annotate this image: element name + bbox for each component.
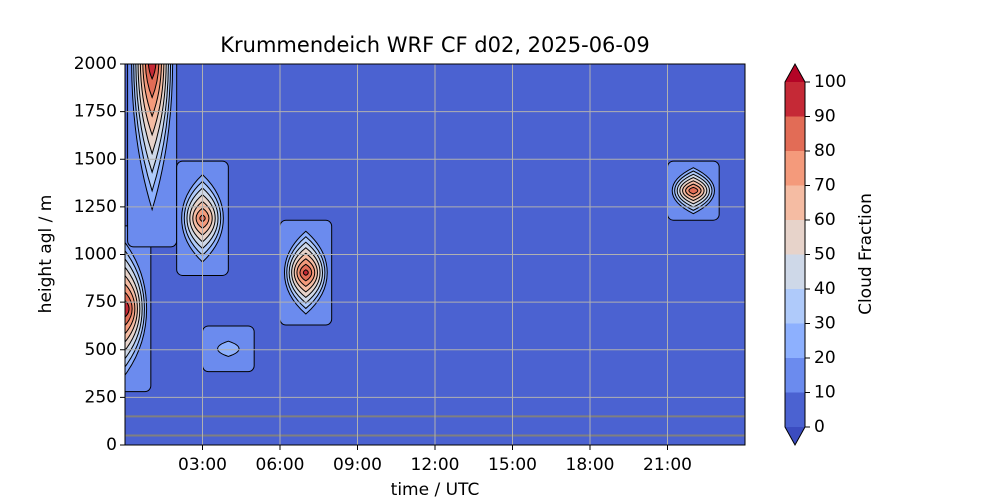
colorbar-band bbox=[785, 358, 805, 393]
colorbar-band bbox=[785, 151, 805, 186]
y-tick-label: 1500 bbox=[74, 149, 117, 169]
colorbar-band bbox=[785, 392, 805, 427]
contour-band bbox=[147, 64, 157, 81]
plot-area bbox=[125, 64, 745, 445]
colorbar-tick-label: 70 bbox=[814, 176, 836, 196]
colorbar-band bbox=[785, 185, 805, 220]
y-axis-label: height agl / m bbox=[36, 195, 56, 314]
y-tick-label: 500 bbox=[85, 340, 117, 360]
colorbar-band bbox=[785, 254, 805, 289]
y-tick-label: 2000 bbox=[74, 54, 117, 74]
contour-band bbox=[688, 186, 699, 195]
colorbar-tick-label: 20 bbox=[814, 348, 836, 368]
colorbar-band bbox=[785, 116, 805, 151]
contour-band bbox=[302, 269, 309, 276]
x-tick-label: 18:00 bbox=[566, 455, 615, 475]
colorbar-tick-label: 40 bbox=[814, 279, 836, 299]
y-tick-label: 1750 bbox=[74, 102, 117, 122]
colorbar-band bbox=[785, 323, 805, 358]
axes-frame bbox=[124, 63, 746, 446]
x-tick-label: 21:00 bbox=[643, 455, 692, 475]
colorbar-extend bbox=[785, 427, 805, 445]
y-tick-label: 750 bbox=[85, 292, 117, 312]
colorbar-tick-label: 50 bbox=[814, 245, 836, 265]
colorbar-tick-label: 90 bbox=[814, 107, 836, 127]
colorbar-tick-label: 0 bbox=[814, 417, 825, 437]
colorbar-tick-label: 10 bbox=[814, 383, 836, 403]
colorbar-label: Cloud Fraction bbox=[856, 193, 876, 315]
contour-band bbox=[144, 64, 160, 99]
x-tick-label: 09:00 bbox=[333, 455, 382, 475]
y-tick-label: 1000 bbox=[74, 245, 117, 265]
y-tick-label: 1250 bbox=[74, 197, 117, 217]
chart-title: Krummendeich WRF CF d02, 2025-06-09 bbox=[220, 33, 649, 57]
y-tick-label: 250 bbox=[85, 387, 117, 407]
contour-band bbox=[217, 340, 240, 357]
colorbar-band bbox=[785, 289, 805, 324]
y-tick-label: 0 bbox=[106, 435, 117, 455]
colorbar-tick-label: 60 bbox=[814, 210, 836, 230]
x-tick-label: 15:00 bbox=[488, 455, 537, 475]
colorbar-band bbox=[785, 220, 805, 255]
colorbar-extend bbox=[785, 64, 805, 82]
contour-band bbox=[125, 299, 130, 318]
x-tick-label: 03:00 bbox=[178, 455, 227, 475]
x-tick-label: 06:00 bbox=[256, 455, 305, 475]
colorbar-tick-label: 30 bbox=[814, 314, 836, 334]
x-tick-label: 12:00 bbox=[411, 455, 460, 475]
colorbar-band bbox=[785, 82, 805, 117]
x-axis-label: time / UTC bbox=[391, 480, 480, 500]
colorbar-tick-label: 80 bbox=[814, 141, 836, 161]
colorbar-tick-label: 100 bbox=[814, 72, 846, 92]
